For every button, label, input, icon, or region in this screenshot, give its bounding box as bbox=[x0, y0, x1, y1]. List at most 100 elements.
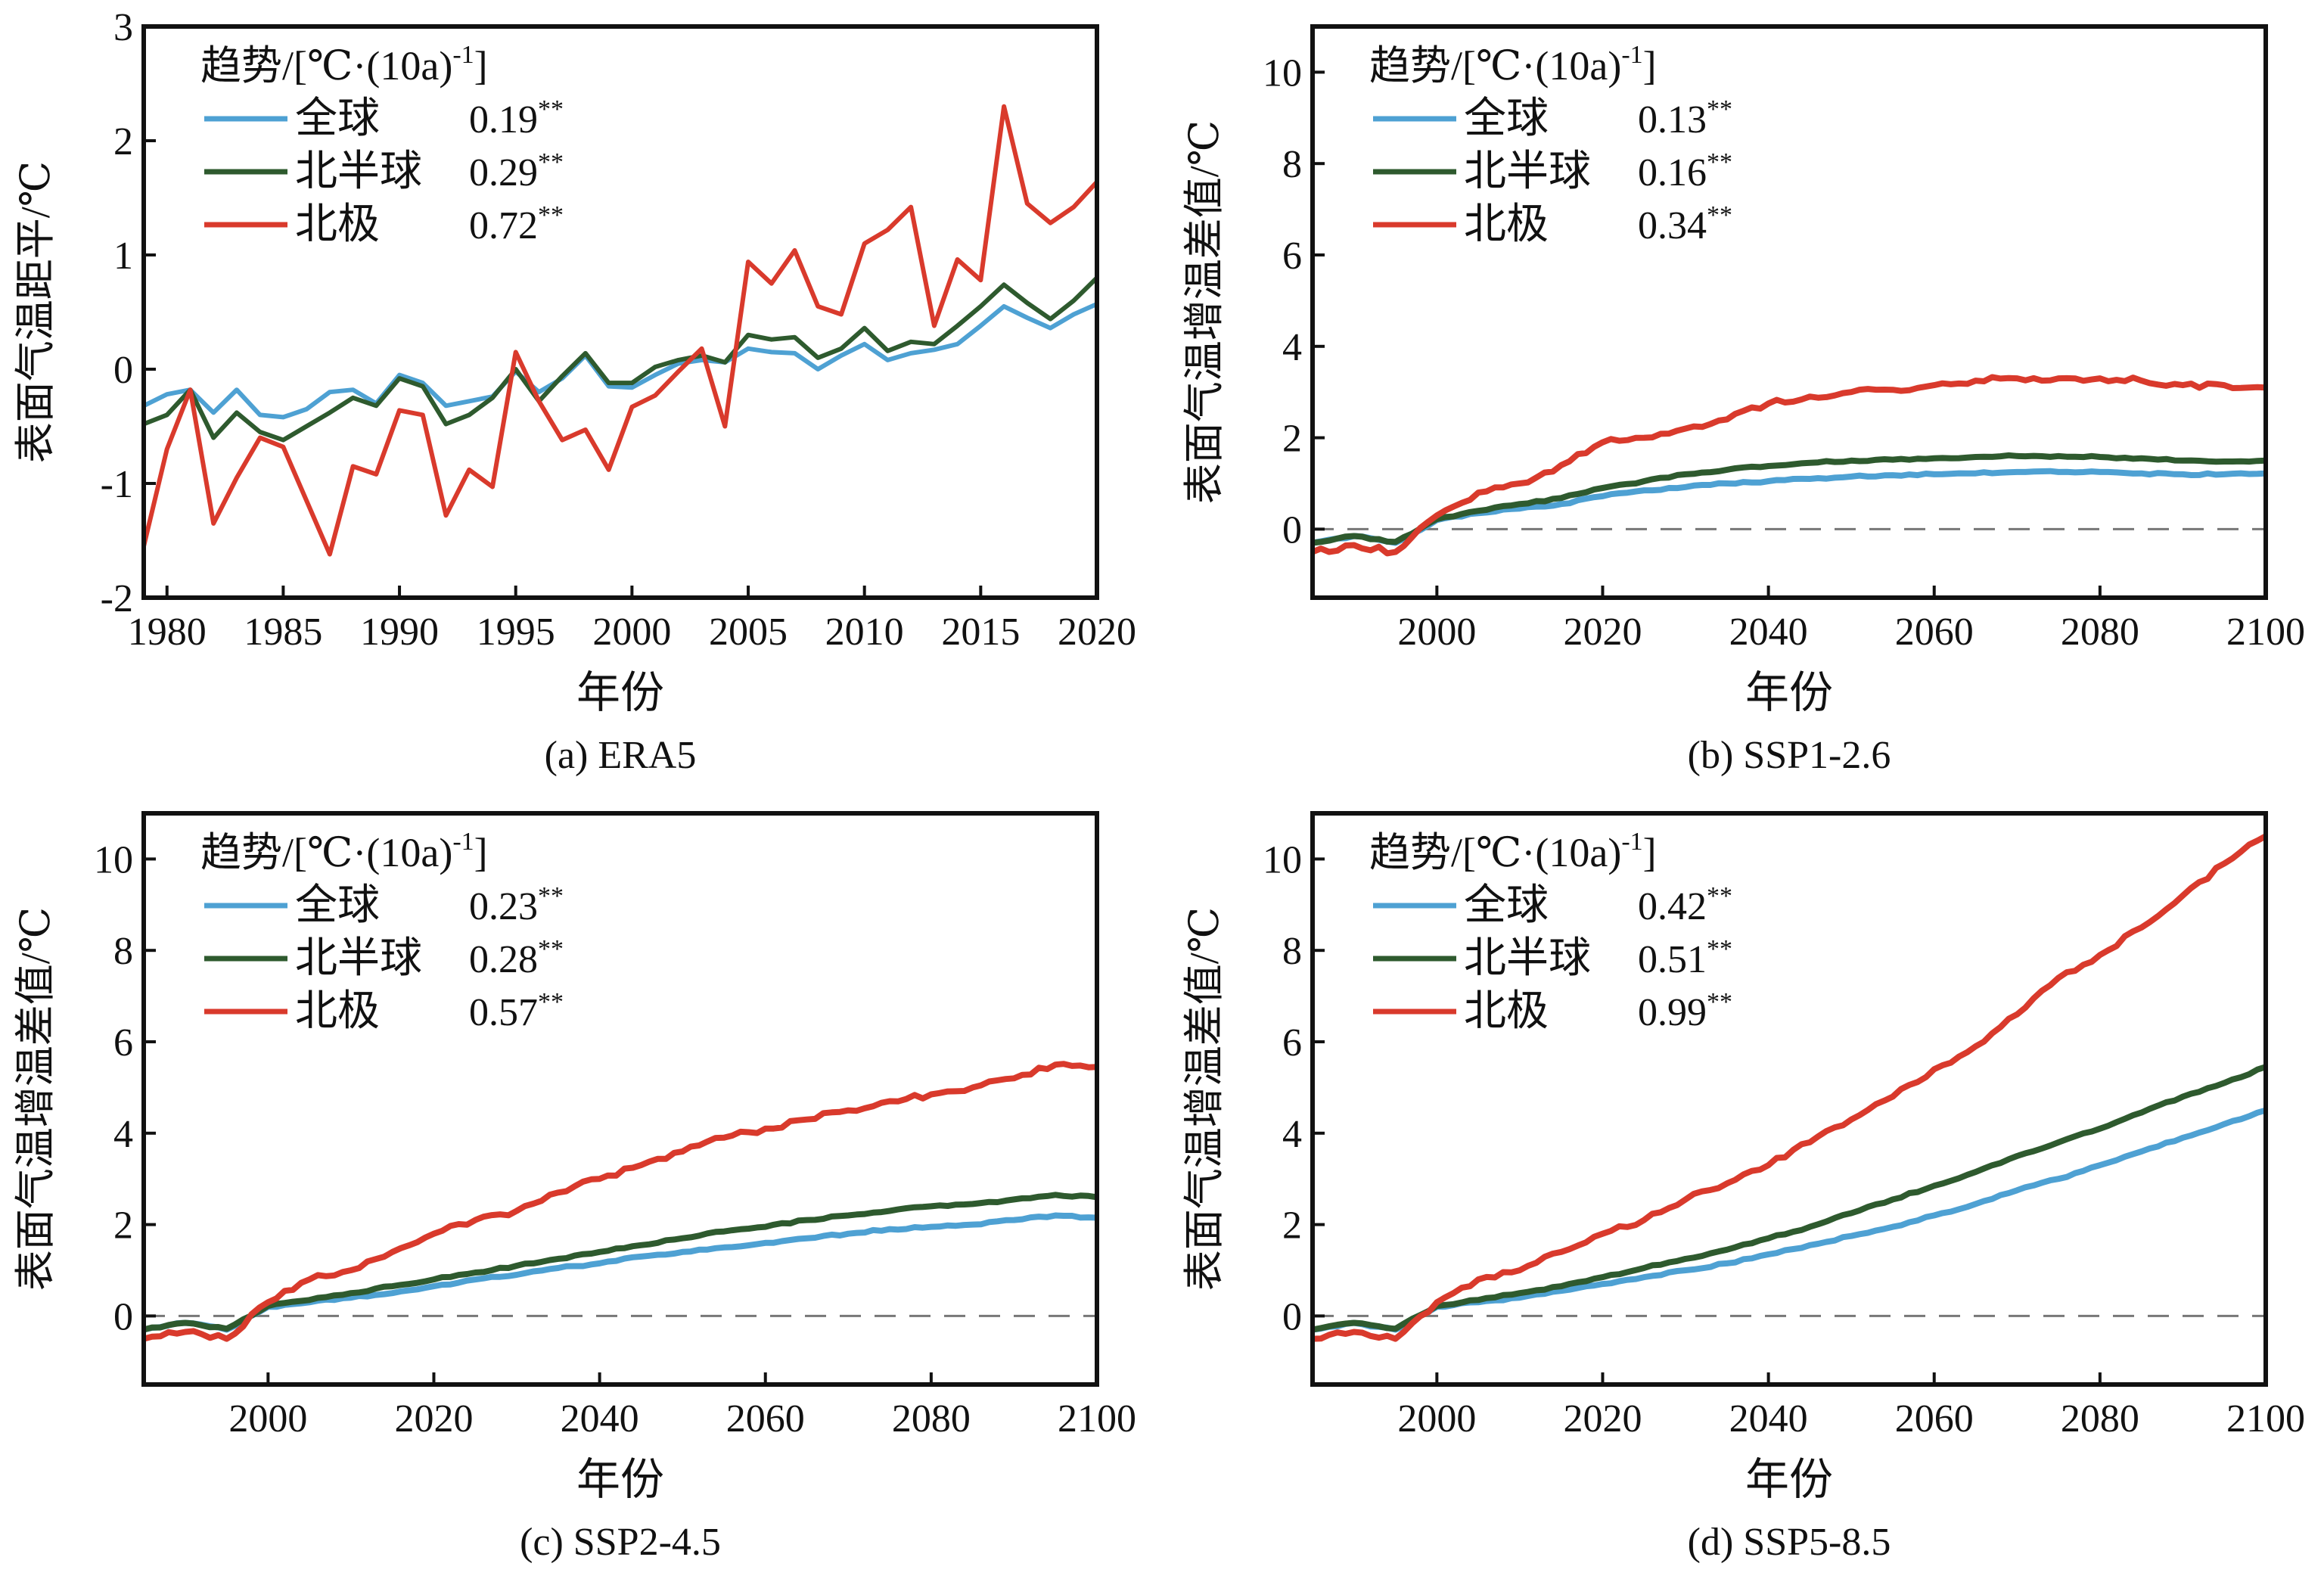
panel-a: 1980 1985 1990 1995 2000 2005 2010 2015 2020 -2 -1… bbox=[13, 6, 1136, 777]
x-tick-label: 2015 bbox=[941, 611, 1020, 654]
x-tick-label: 2040 bbox=[1729, 1397, 1808, 1440]
legend-entry-trend: 0.16** bbox=[1638, 148, 1732, 194]
legend-title: 趋势/[℃·(10a)-1] bbox=[1369, 41, 1657, 89]
y-axis-label: 表面气温增温差值/℃ bbox=[13, 907, 58, 1291]
x-tick-label: 1980 bbox=[128, 611, 207, 654]
y-tick-label: 8 bbox=[1282, 930, 1302, 973]
x-tick-label: 2020 bbox=[1563, 611, 1642, 654]
y-tick-label: 6 bbox=[1282, 235, 1302, 278]
y-tick-label: 0 bbox=[113, 1295, 133, 1338]
y-tick-label: 6 bbox=[113, 1021, 133, 1064]
x-tick-label: 2040 bbox=[1729, 611, 1808, 654]
series-line-nh bbox=[1313, 452, 2266, 546]
legend-entry-name: 北半球 bbox=[295, 148, 422, 195]
legend-entry-trend: 0.99** bbox=[1638, 988, 1732, 1034]
y-tick-label: 2 bbox=[1282, 418, 1302, 461]
legend-title: 趋势/[℃·(10a)-1] bbox=[1369, 828, 1657, 875]
panel-b: 2000 2020 2040 2060 2080 2100 0 2 4 6 8 10 年份 表面气温增温差… bbox=[1182, 24, 2305, 777]
y-tick-label: 8 bbox=[1282, 143, 1302, 186]
x-tick-label: 1990 bbox=[360, 611, 439, 654]
x-axis-label: 年份 bbox=[1745, 1455, 1833, 1504]
legend-entry-name: 全球 bbox=[1464, 882, 1549, 929]
x-tick-label: 2100 bbox=[2226, 611, 2305, 654]
y-tick-label: 0 bbox=[1282, 508, 1302, 552]
plot-frame bbox=[1310, 24, 2268, 600]
legend-entry-name: 全球 bbox=[1464, 95, 1549, 142]
panel-caption: (d) SSP5-8.5 bbox=[1688, 1521, 1891, 1564]
legend-entry-name: 北半球 bbox=[1464, 935, 1591, 982]
legend: 趋势/[℃·(10a)-1] 全球 0.19** 北半球 0.29** 北极 0.72** bbox=[200, 41, 564, 248]
x-tick-label: 2020 bbox=[1058, 611, 1136, 654]
legend-entry-trend: 0.13** bbox=[1638, 95, 1732, 141]
y-tick-label: 4 bbox=[1282, 1113, 1302, 1156]
y-tick-label: 10 bbox=[1263, 838, 1302, 881]
panel-caption: (c) SSP2-4.5 bbox=[520, 1521, 721, 1564]
y-tick-label: 2 bbox=[113, 120, 133, 163]
y-axis-label: 表面气温增温差值/℃ bbox=[1182, 120, 1227, 504]
legend-entry-trend: 0.23** bbox=[469, 882, 564, 928]
series-line-nh bbox=[144, 275, 1097, 443]
x-tick-label: 2100 bbox=[2226, 1397, 2305, 1440]
legend: 趋势/[℃·(10a)-1] 全球 0.42** 北半球 0.51** 北极 0.99** bbox=[1369, 828, 1732, 1035]
x-tick-label: 2040 bbox=[561, 1397, 639, 1440]
x-tick-label: 2100 bbox=[1058, 1397, 1136, 1440]
plot-frame bbox=[141, 24, 1099, 600]
y-tick-label: 4 bbox=[1282, 326, 1302, 369]
series-line-nh bbox=[1313, 1064, 2266, 1333]
x-tick-label: 2060 bbox=[1895, 611, 1974, 654]
y-tick-label: 0 bbox=[113, 349, 133, 392]
legend-entry-trend: 0.72** bbox=[469, 201, 564, 247]
x-tick-label: 2060 bbox=[1895, 1397, 1974, 1440]
y-axis-label: 表面气温增温差值/℃ bbox=[1182, 907, 1227, 1291]
y-tick-label: -1 bbox=[101, 463, 133, 506]
x-tick-label: 2010 bbox=[825, 611, 904, 654]
legend: 趋势/[℃·(10a)-1] 全球 0.23** 北半球 0.28** 北极 0.57** bbox=[200, 828, 564, 1035]
panel-d: 2000 2020 2040 2060 2080 2100 0 2 4 6 8 10 年份 表面气温增温差… bbox=[1182, 811, 2305, 1564]
y-tick-label: 8 bbox=[113, 930, 133, 973]
x-tick-label: 2020 bbox=[1563, 1397, 1642, 1440]
legend-entry-trend: 0.19** bbox=[469, 95, 564, 141]
series-line-arctic bbox=[1313, 374, 2266, 557]
x-tick-label: 2080 bbox=[892, 1397, 971, 1440]
legend-title: 趋势/[℃·(10a)-1] bbox=[200, 828, 488, 875]
legend-title: 趋势/[℃·(10a)-1] bbox=[200, 41, 488, 89]
legend-entry-name: 北极 bbox=[295, 988, 380, 1035]
legend-entry-trend: 0.34** bbox=[1638, 201, 1732, 247]
legend-entry-trend: 0.28** bbox=[469, 935, 564, 981]
panel-caption: (a) ERA5 bbox=[545, 734, 697, 777]
y-tick-label: 3 bbox=[113, 6, 133, 49]
series-line-nh bbox=[144, 1192, 1097, 1333]
legend-entry-trend: 0.57** bbox=[469, 988, 564, 1034]
legend-entry-name: 北极 bbox=[1464, 201, 1549, 248]
x-axis-label: 年份 bbox=[1745, 668, 1833, 717]
x-tick-label: 1985 bbox=[244, 611, 322, 654]
legend-entry-trend: 0.51** bbox=[1638, 935, 1732, 981]
x-tick-label: 2000 bbox=[592, 611, 671, 654]
y-tick-label: 6 bbox=[1282, 1021, 1302, 1064]
legend-entry-name: 北半球 bbox=[1464, 148, 1591, 195]
legend-entry-name: 全球 bbox=[295, 95, 380, 142]
y-axis-label: 表面气温距平/℃ bbox=[13, 161, 58, 463]
x-tick-label: 2060 bbox=[726, 1397, 805, 1440]
x-tick-label: 1995 bbox=[477, 611, 555, 654]
x-axis-label: 年份 bbox=[576, 1455, 664, 1504]
x-tick-label: 2005 bbox=[709, 611, 788, 654]
legend-entry-name: 北极 bbox=[295, 201, 380, 248]
x-tick-label: 2020 bbox=[394, 1397, 473, 1440]
y-tick-label: 2 bbox=[113, 1204, 133, 1248]
plot-frame bbox=[141, 811, 1099, 1387]
plot-frame bbox=[1310, 811, 2268, 1387]
x-tick-label: 2080 bbox=[2061, 1397, 2139, 1440]
series-line-global bbox=[144, 301, 1097, 420]
legend-entry-trend: 0.42** bbox=[1638, 882, 1732, 928]
y-tick-label: 1 bbox=[113, 235, 133, 278]
legend-entry-trend: 0.29** bbox=[469, 148, 564, 194]
y-tick-label: 4 bbox=[113, 1113, 133, 1156]
legend-entry-name: 全球 bbox=[295, 882, 380, 929]
panel-caption: (b) SSP1-2.6 bbox=[1688, 734, 1891, 777]
x-tick-label: 2000 bbox=[1397, 1397, 1476, 1440]
series-line-arctic bbox=[1313, 833, 2266, 1342]
panel-c: 2000 2020 2040 2060 2080 2100 0 2 4 6 8 10 年份 表面气温增温差… bbox=[13, 811, 1136, 1564]
y-tick-label: 0 bbox=[1282, 1295, 1302, 1338]
